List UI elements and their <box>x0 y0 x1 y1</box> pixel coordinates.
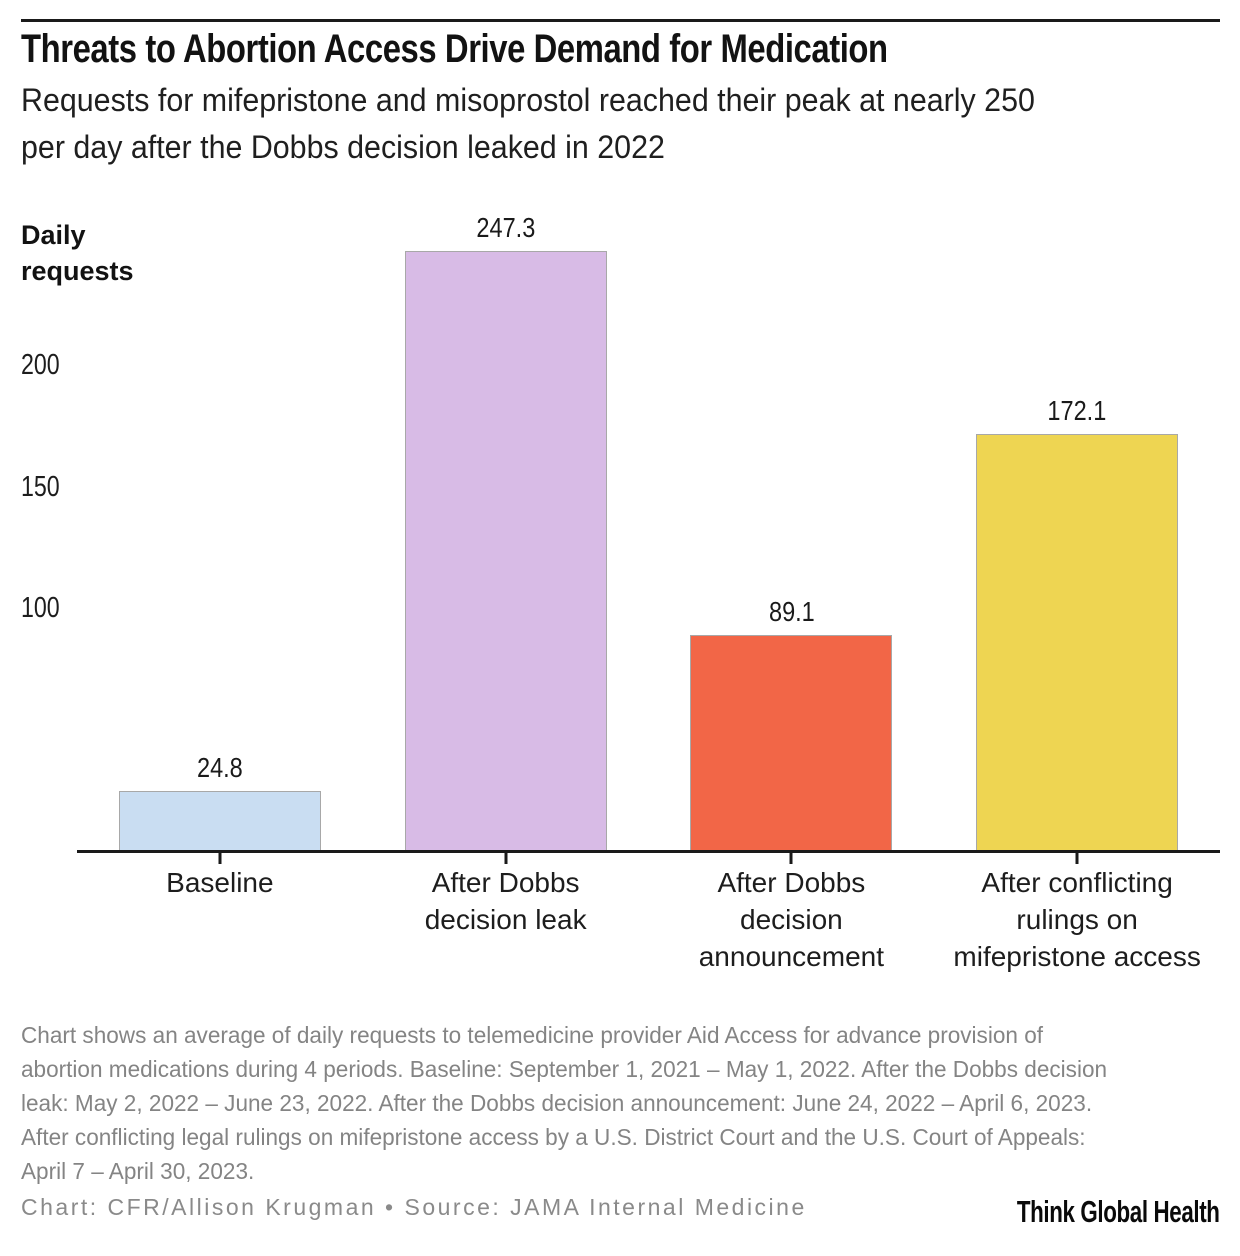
footnote-line: abortion medications during 4 periods. B… <box>21 1056 1108 1082</box>
category-label-line: Baseline <box>166 867 274 898</box>
bar-slot: 247.3 <box>363 0 649 864</box>
bar[interactable] <box>118 790 321 851</box>
chart-footnote: Chart shows an average of daily requests… <box>21 1018 1107 1188</box>
x-axis-tick-mark <box>789 853 793 864</box>
bar[interactable] <box>690 634 893 851</box>
bar-value-label: 172.1 <box>1047 394 1107 426</box>
category-label-line: After Dobbs <box>431 867 580 898</box>
footnote-line: April 7 – April 30, 2023. <box>21 1158 255 1184</box>
top-divider-rule <box>21 19 1220 22</box>
plot-area: 24.8 247.3 89.1 172.1 <box>77 0 1220 864</box>
bar[interactable] <box>404 251 607 851</box>
chart-subtitle-line: Requests for mifepristone and misoprosto… <box>21 82 1035 118</box>
chart-subtitle: Requests for mifepristone and misoprosto… <box>21 77 1035 171</box>
bars-row: 24.8 247.3 89.1 172.1 <box>77 0 1220 864</box>
y-tick-label: 200 <box>21 349 60 382</box>
bar-value-label: 247.3 <box>476 212 536 244</box>
category-labels-row: Baseline After Dobbs decision leak After Do… <box>77 864 1220 975</box>
bar-slot: 89.1 <box>649 0 935 864</box>
think-global-health-logo[interactable]: Think Global Health <box>1017 1194 1220 1229</box>
y-axis-label-line: Daily <box>21 220 86 250</box>
footnote-line: After conflicting legal rulings on mifep… <box>21 1124 1086 1150</box>
y-tick-label: 100 <box>21 591 60 624</box>
category-label-line: announcement <box>698 941 884 972</box>
y-axis-label: Daily requests <box>21 217 134 289</box>
footnote-line: Chart shows an average of daily requests… <box>21 1022 1044 1048</box>
x-axis-tick-mark <box>504 853 508 864</box>
footnote-line: leak: May 2, 2022 – June 23, 2022. After… <box>21 1090 1093 1116</box>
bar-value-label: 89.1 <box>768 595 815 627</box>
chart-subtitle-line: per day after the Dobbs decision leaked … <box>21 129 665 165</box>
chart-title: Threats to Abortion Access Drive Demand … <box>21 27 888 71</box>
x-axis-tick-mark <box>218 853 222 864</box>
category-label: After conflicting rulings on mifepristone … <box>934 864 1220 975</box>
bar[interactable] <box>976 433 1179 851</box>
category-label: Baseline <box>77 864 363 975</box>
category-label: After Dobbs decision leak <box>363 864 649 975</box>
category-label-line: rulings on <box>1016 904 1138 935</box>
bar-value-label: 24.8 <box>196 751 243 783</box>
x-axis-line <box>77 850 1220 853</box>
category-label-line: After conflicting <box>981 867 1173 898</box>
category-label-line: mifepristone access <box>953 941 1201 972</box>
x-axis-tick-mark <box>1075 853 1079 864</box>
credit-line: Chart: CFR/Allison Krugman • Source: JAM… <box>21 1194 807 1220</box>
y-axis-label-line: requests <box>21 256 134 286</box>
category-label-line: After Dobbs <box>717 867 866 898</box>
category-label: After Dobbs decision announcement <box>649 864 935 975</box>
bar-slot: 172.1 <box>934 0 1220 864</box>
category-label-line: decision <box>740 904 843 935</box>
bar-slot: 24.8 <box>77 0 363 864</box>
category-label-line: decision leak <box>424 904 587 935</box>
y-tick-label: 150 <box>21 470 60 503</box>
